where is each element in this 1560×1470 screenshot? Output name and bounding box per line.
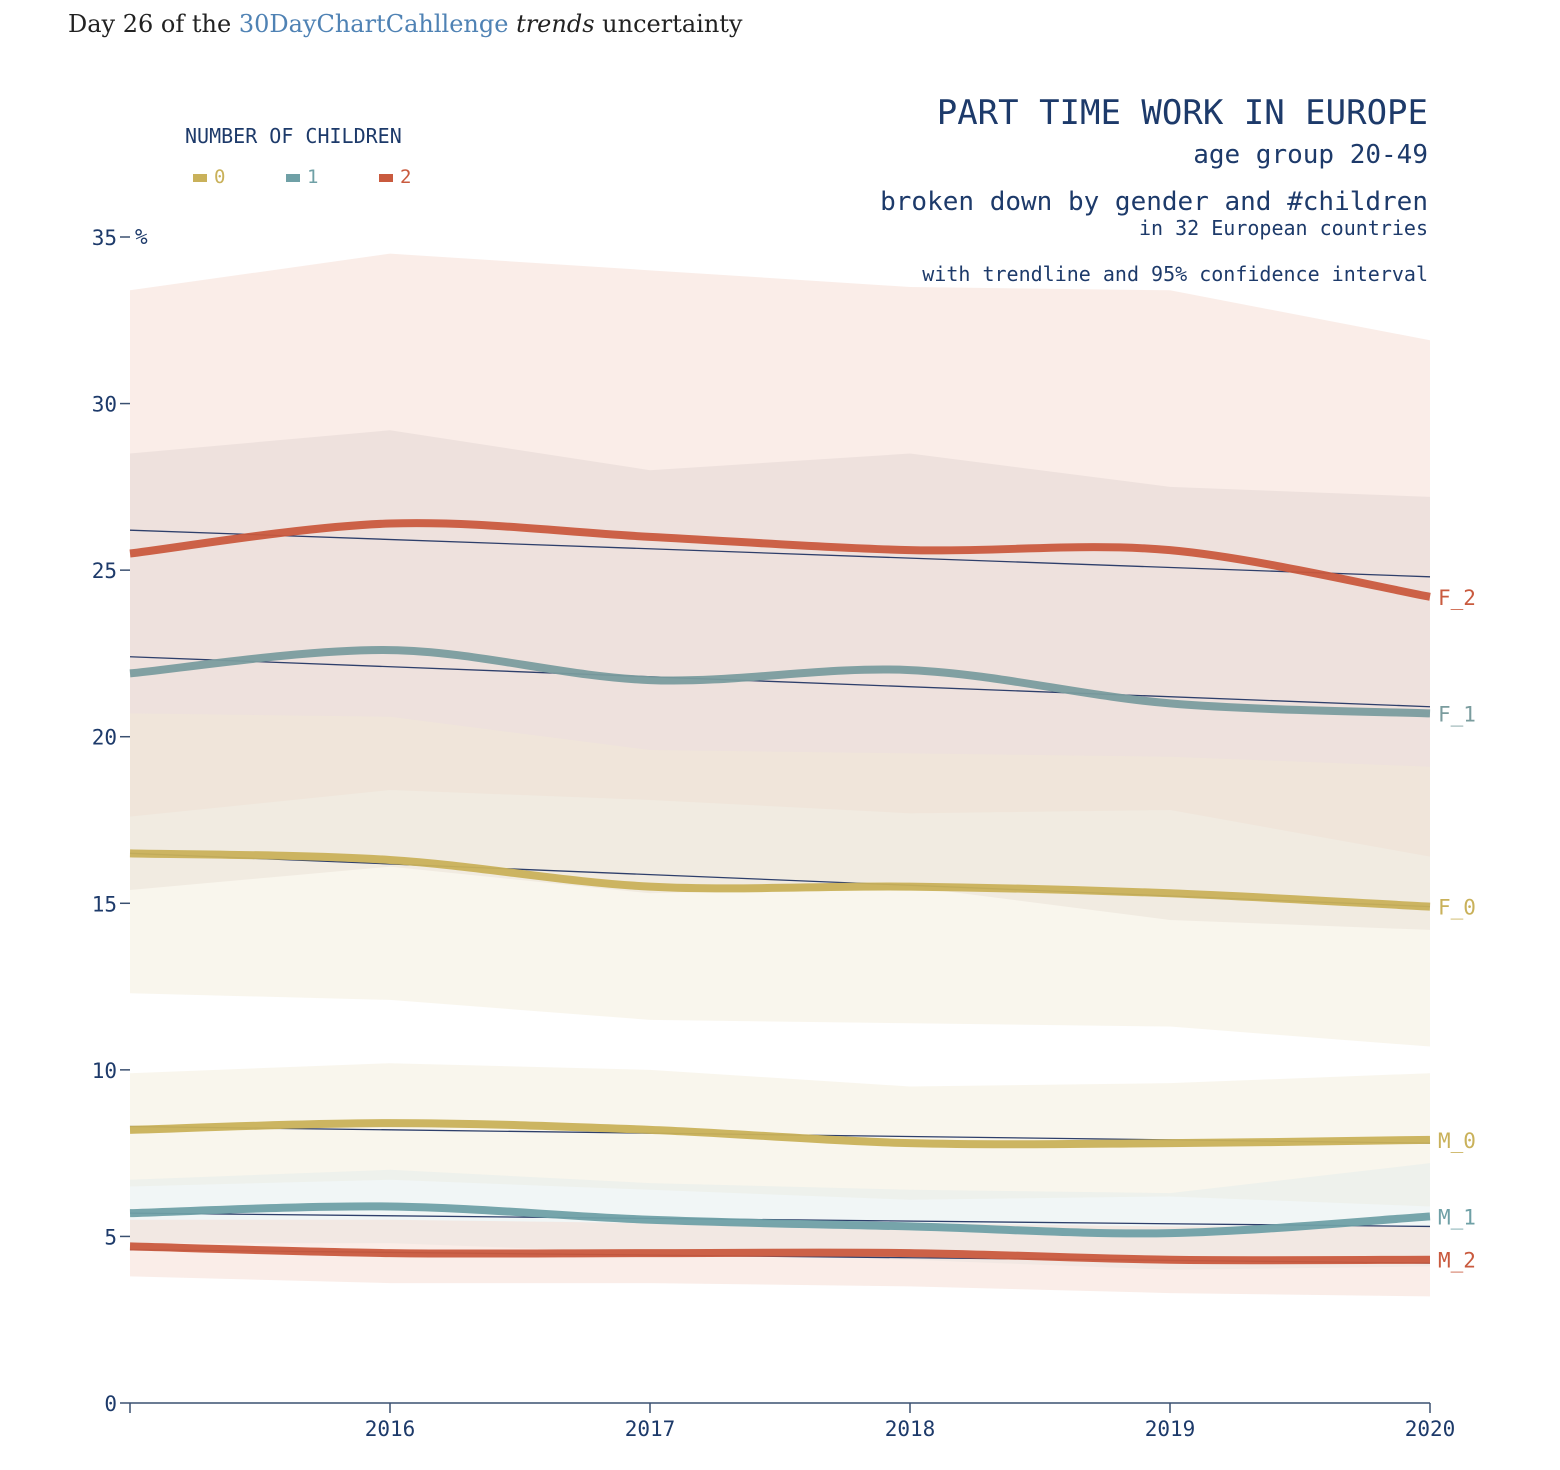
series-label-m-0: M_0	[1438, 1129, 1476, 1153]
series-label-f-1: F_1	[1438, 702, 1476, 726]
x-axis-ticks: 2016 2017 2018 2019 2020	[129, 1403, 1456, 1441]
intro-emphasis: trends	[516, 10, 595, 38]
chart-subtitle-trendline: with trendline and 95% confidence interv…	[922, 262, 1428, 286]
y-axis-ticks: 0 5 10 15 20 25 30 35	[92, 226, 130, 1416]
legend-label-1: 1	[307, 166, 318, 188]
y-tick-label: 0	[104, 1392, 117, 1416]
legend-title: NUMBER OF CHILDREN	[185, 124, 402, 148]
y-unit-label: %	[135, 225, 148, 249]
chart-title: PART TIME WORK IN EUROPE	[937, 93, 1428, 133]
chart-titles: PART TIME WORK IN EUROPE age group 20-49…	[880, 93, 1428, 286]
legend-label-0: 0	[214, 166, 225, 188]
series-line-f-0	[129, 849, 1431, 911]
y-tick-label: 35	[92, 226, 117, 250]
confidence-bands	[130, 253, 1430, 1297]
chart-subtitle-age: age group 20-49	[1193, 140, 1428, 170]
series-line-f-2	[129, 519, 1431, 601]
band-f-1	[130, 430, 1430, 930]
legend-swatch-0	[193, 174, 207, 182]
legend-swatch-2	[379, 174, 393, 182]
band-m-2	[130, 1219, 1430, 1297]
y-tick-label: 10	[92, 1059, 117, 1083]
legend: NUMBER OF CHILDREN 0 1 2	[185, 124, 411, 188]
y-tick-label: 15	[92, 892, 117, 916]
axes: 0 5 10 15 20 25 30 35 2016 2017 2018 2019 2020 %	[92, 225, 1456, 1441]
series-label-f-0: F_0	[1438, 896, 1476, 920]
series-lines	[129, 519, 1431, 1265]
intro-prefix: Day 26 of the	[68, 10, 239, 38]
trendline-f-2	[129, 529, 1431, 578]
series-line-m-2	[129, 1242, 1431, 1265]
chart-subtitle-breakdown: broken down by gender and #children	[880, 187, 1428, 217]
x-tick-label: 2016	[365, 1417, 416, 1441]
x-tick-label: 2018	[885, 1417, 936, 1441]
intro-suffix: uncertainty	[594, 10, 743, 38]
x-tick-label: 2019	[1145, 1417, 1196, 1441]
series-line-f-1	[129, 646, 1431, 718]
series-label-m-1: M_1	[1438, 1205, 1476, 1229]
chart-subtitle-countries: in 32 European countries	[1139, 216, 1428, 240]
challenge-link[interactable]: 30DayChartCahllenge	[238, 10, 509, 38]
y-tick-label: 20	[92, 726, 117, 750]
y-tick-label: 5	[104, 1225, 117, 1249]
x-tick-label: 2020	[1405, 1417, 1456, 1441]
trendline-f-1	[129, 656, 1431, 708]
y-tick-label: 30	[92, 393, 117, 417]
legend-swatch-1	[286, 174, 300, 182]
band-f-2	[130, 253, 1430, 857]
series-label-m-2: M_2	[1438, 1249, 1476, 1273]
series-line-m-1	[129, 1202, 1431, 1238]
band-m-1	[130, 1163, 1430, 1270]
series-line-m-0	[129, 1119, 1431, 1149]
series-label-f-2: F_2	[1438, 586, 1476, 610]
intro-text: Day 26 of the 30DayChartCahllenge trends…	[68, 10, 742, 38]
series-end-labels: F_2 F_1 F_0 M_0 M_1 M_2	[1438, 586, 1476, 1273]
legend-label-2: 2	[400, 166, 411, 188]
y-tick-label: 25	[92, 559, 117, 583]
x-tick-label: 2017	[625, 1417, 676, 1441]
